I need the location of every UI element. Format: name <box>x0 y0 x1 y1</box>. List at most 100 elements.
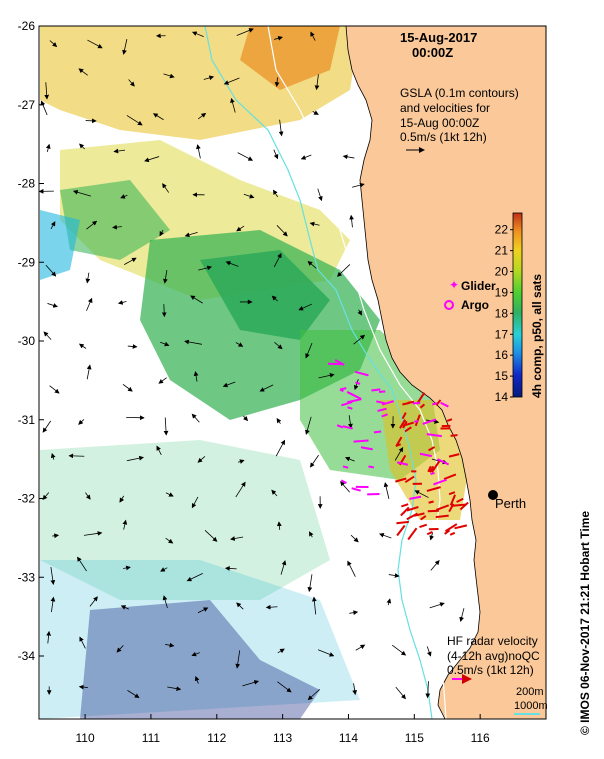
velocity-arrow <box>225 261 239 267</box>
velocity-arrow <box>276 225 288 237</box>
velocity-arrow <box>193 370 199 382</box>
lat-tick-label: -31 <box>18 413 36 427</box>
radar-arrow <box>449 494 457 506</box>
velocity-arrow <box>198 265 213 271</box>
velocity-arrow <box>272 189 279 198</box>
glider-track <box>430 471 435 476</box>
velocity-arrow <box>459 608 465 622</box>
velocity-arrow <box>383 482 390 499</box>
radar-arrow <box>448 491 456 496</box>
radar-arrow <box>448 453 460 458</box>
velocity-arrow <box>236 28 254 36</box>
velocity-arrow <box>298 303 313 311</box>
radar-arrow <box>395 436 403 447</box>
velocity-arrow <box>49 385 60 394</box>
glider-track <box>422 418 437 425</box>
radar-arrow <box>429 465 435 473</box>
hf-radar-line2: (4-12h avg)noQC <box>447 649 540 663</box>
velocity-arrow <box>429 532 435 541</box>
radar-arrow <box>446 418 453 422</box>
velocity-arrow <box>160 567 168 572</box>
velocity-arrow <box>309 531 314 538</box>
colorbar <box>512 212 523 398</box>
velocity-arrow <box>78 68 88 76</box>
radar-arrow <box>420 515 427 521</box>
glider-track <box>432 402 438 406</box>
header-date: 15-Aug-2017 <box>400 30 477 45</box>
velocity-arrow <box>235 481 246 498</box>
velocity-arrow <box>161 304 167 318</box>
colorbar-tick-label: 22 <box>495 223 509 237</box>
velocity-arrow <box>120 194 128 199</box>
velocity-arrow <box>276 521 282 530</box>
radar-arrow <box>396 520 409 525</box>
velocity-arrow <box>119 495 125 503</box>
velocity-arrow <box>45 143 51 153</box>
velocity-arrow <box>152 113 164 121</box>
velocity-arrow <box>79 636 86 649</box>
velocity-arrow <box>426 646 432 657</box>
velocity-arrow <box>78 343 87 349</box>
velocity-arrow <box>236 225 245 232</box>
gsla-note-line3: 15-Aug 00:00Z <box>400 116 479 130</box>
glider-track <box>371 388 381 392</box>
velocity-arrow <box>310 454 319 468</box>
contour-200m <box>267 26 447 719</box>
radar-arrow <box>401 412 407 420</box>
velocity-arrow <box>50 596 56 613</box>
radar-arrow <box>396 524 406 537</box>
glider-marker: ✦ <box>449 278 459 292</box>
sst-field <box>40 26 470 719</box>
radar-arrow <box>444 529 451 535</box>
glider-track <box>351 487 361 492</box>
velocity-arrow <box>113 148 126 154</box>
colorbar-tick-label: 19 <box>495 285 509 299</box>
glider-track <box>346 391 362 400</box>
velocity-arrow <box>163 73 175 79</box>
velocity-arrow <box>353 334 366 345</box>
velocity-arrow <box>162 183 170 193</box>
velocity-arrow <box>222 381 236 388</box>
velocity-arrow <box>386 598 392 606</box>
velocity-arrow <box>414 490 429 498</box>
longitude-axis: 110 111 112 113 114 115 116 <box>76 714 490 745</box>
velocity-arrow <box>160 341 170 347</box>
velocity-arrow <box>277 681 292 693</box>
velocity-arrow <box>112 224 122 230</box>
radar-arrow <box>456 497 464 503</box>
velocity-arrow <box>429 602 445 609</box>
radar-arrow <box>443 473 457 480</box>
radar-arrow <box>454 524 468 530</box>
velocity-arrow <box>353 379 359 391</box>
velocity-arrow <box>230 97 236 113</box>
velocity-arrow <box>274 341 283 350</box>
velocity-arrow <box>163 270 168 284</box>
radar-arrow <box>406 512 418 521</box>
glider-track <box>340 479 347 485</box>
velocity-arrow <box>349 214 354 228</box>
lat-tick-label: -30 <box>18 334 36 348</box>
velocity-arrow <box>394 446 404 461</box>
velocity-arrow <box>275 439 285 457</box>
hf-radar-line3: 0.5m/s (1kt 12h) <box>447 663 534 677</box>
radar-arrow <box>407 400 415 404</box>
lat-tick-label: -26 <box>18 19 36 33</box>
lat-tick-label: -33 <box>18 570 36 584</box>
lon-tick-label: 113 <box>273 731 292 745</box>
radar-arrow <box>426 530 433 536</box>
velocity-arrow <box>273 252 282 268</box>
velocity-arrow <box>271 489 278 497</box>
velocity-arrow <box>158 377 167 384</box>
contour-1000m <box>204 26 433 719</box>
velocity-arrow <box>352 182 365 188</box>
velocity-arrow <box>347 560 356 577</box>
velocity-arrow <box>317 649 335 657</box>
velocity-arrow <box>44 82 50 100</box>
velocity-arrow <box>204 530 218 542</box>
lat-tick-label: -29 <box>18 255 36 269</box>
velocity-arrow <box>337 264 351 277</box>
velocity-arrow <box>126 455 144 462</box>
glider-track <box>334 359 345 366</box>
velocity-arrow <box>342 154 355 160</box>
